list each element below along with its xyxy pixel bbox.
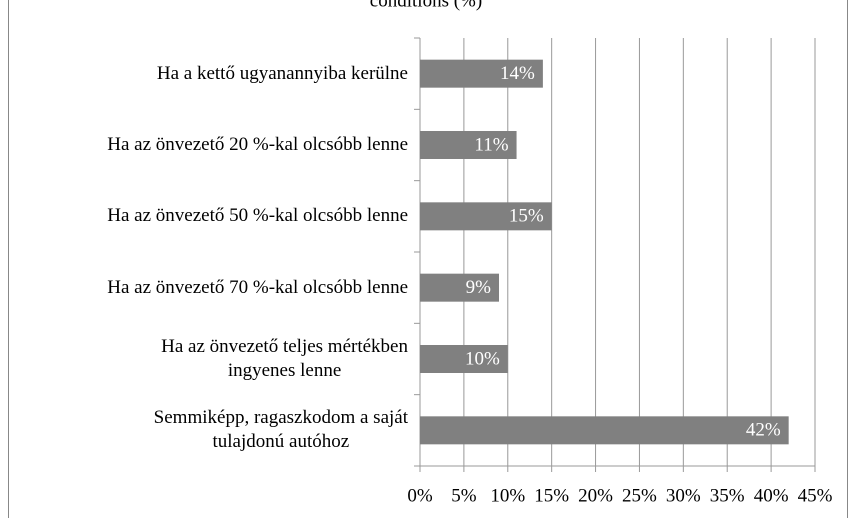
x-tick-label: 25% <box>622 485 657 506</box>
data-label: 42% <box>746 420 781 441</box>
chart-title: conditions (%) <box>370 0 482 11</box>
data-label: 14% <box>500 63 535 84</box>
x-tick-label: 40% <box>754 485 789 506</box>
x-tick-label: 15% <box>534 485 569 506</box>
bar <box>420 416 789 445</box>
x-tick-label: 30% <box>666 485 701 506</box>
x-tick-label: 10% <box>490 485 525 506</box>
y-tick-label: Ha az önvezető teljes mértékben ingyenes… <box>161 336 408 381</box>
bar <box>420 131 517 159</box>
bar <box>420 345 508 373</box>
x-tick-label: 35% <box>710 485 745 506</box>
data-label: 9% <box>466 277 492 298</box>
data-label: 11% <box>474 134 508 155</box>
x-tick-label: 0% <box>407 485 433 506</box>
bar <box>420 59 543 88</box>
chart-frame <box>8 0 848 518</box>
y-tick-label: Ha az önvezető 70 %-kal olcsóbb lenne <box>107 276 408 298</box>
data-label: 15% <box>509 206 544 227</box>
bar <box>420 273 499 302</box>
x-tick-label: 20% <box>578 485 613 506</box>
y-tick-label: Semmiképp, ragaszkodom a saját tulajdonú… <box>153 407 408 453</box>
x-tick-label: 45% <box>798 485 833 506</box>
data-label: 10% <box>465 348 500 369</box>
y-tick-label: Ha a kettő ugyanannyiba kerülne <box>156 62 408 84</box>
x-tick-label: 5% <box>451 485 477 506</box>
y-tick-label: Ha az önvezető 50 %-kal olcsóbb lenne <box>107 205 408 227</box>
y-tick-label: Ha az önvezető 20 %-kal olcsóbb lenne <box>107 134 408 155</box>
bar <box>420 202 552 231</box>
